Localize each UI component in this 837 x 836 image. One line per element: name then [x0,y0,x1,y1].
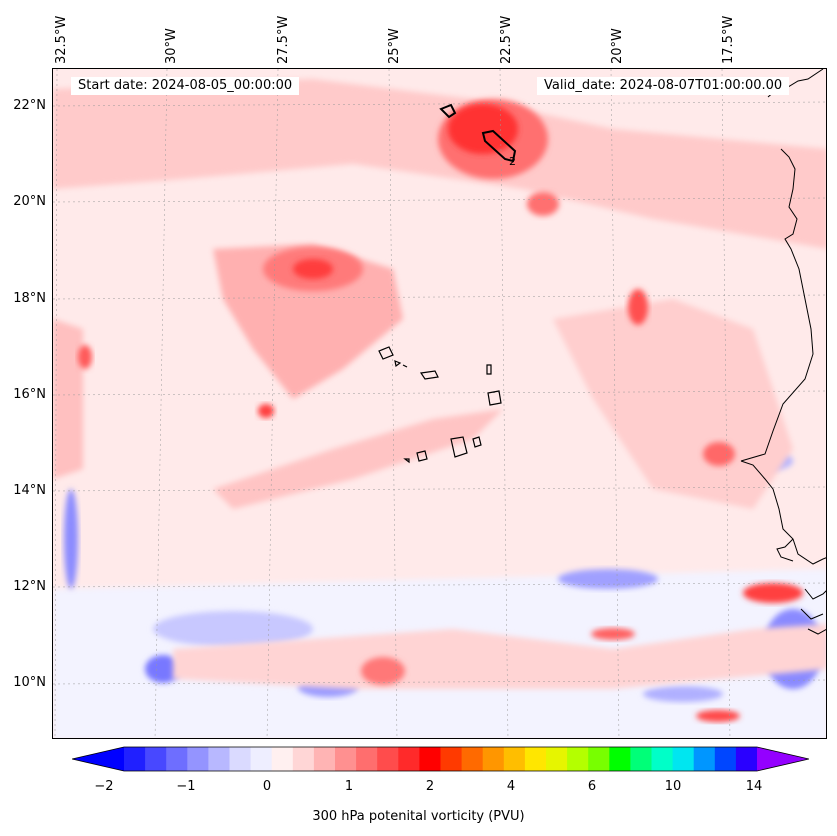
lat-label-12n: 12°N [13,579,46,594]
pv-spot [361,657,405,685]
colorbar-segment [124,747,146,771]
colorbar-segment [482,747,505,771]
island-santo-antao [378,346,394,360]
pv-contour-2 [481,129,517,163]
island-fogo [416,450,428,462]
colorbar-segment [356,747,378,771]
pv-maximum-north-core [448,104,518,154]
lat-label-18n: 18°N [13,291,46,306]
pv-band-north [53,79,826,249]
colorbar-segment [609,747,631,771]
island-sal [486,364,492,375]
colorbar [72,746,809,772]
contour-label: 2 [509,155,516,168]
pv-diagonal-band [213,409,503,509]
island-brava [403,458,410,464]
blue-patch [558,569,658,589]
colorbar-extend-min [72,747,124,771]
island-sao-nicolau [419,370,439,380]
colorbar-segment [313,747,336,771]
lon-label-22-5w: 22.5°W [499,15,514,64]
pv-spot [743,583,803,603]
colorbar-segment [419,747,442,771]
colorbar-tick: 2 [425,779,435,794]
colorbar-segment [440,747,463,771]
island-sao-vicente [394,360,402,368]
colorbar-segment [693,747,716,771]
lat-label-20n: 20°N [13,194,46,209]
lon-label-25w: 25°W [387,28,402,64]
colorbar-segment [630,747,653,771]
colorbar-outline [72,746,809,772]
colorbar-segment [567,747,589,771]
lon-label-30w: 30°W [164,28,179,64]
colorbar-tick: 1 [344,779,354,794]
colorbar-tick: 14 [745,779,763,794]
blue-patch [643,686,723,702]
lat-label-16n: 16°N [13,387,46,402]
blue-patch [145,655,181,683]
colorbar-tick: 6 [587,779,597,794]
blue-patch [153,611,313,647]
colorbar-tick: −2 [94,779,114,794]
colorbar-segment [651,747,674,771]
africa-coastline [740,69,826,635]
colorbar-segment [398,747,420,771]
island-santiago [450,436,468,458]
lat-label-14n: 14°N [13,483,46,498]
colorbar-tick: −1 [176,779,196,794]
pv-band-center [213,244,403,399]
colorbar-segment [503,747,526,771]
colorbar-segment [292,747,315,771]
lon-label-17-5w: 17.5°W [721,15,736,64]
colorbar-segment [250,747,273,771]
pv-maximum-18n-core [293,259,333,279]
colorbar-tick: 10 [664,779,682,794]
map-plot-area: 2 [52,68,827,739]
colorbar-segment [714,747,737,771]
island-boa-vista [487,390,502,406]
colorbar-segment [229,747,252,771]
pv-spot [628,289,648,325]
pv-band-south [173,624,826,689]
colorbar-segment [145,747,167,771]
colorbar-tick: 0 [262,779,272,794]
lon-label-27-5w: 27.5°W [276,15,291,64]
pv-band-west [53,319,83,479]
pv-spot [258,404,274,418]
valid-date-label: Valid_date: 2024-08-07T01:00:00.00 [537,77,790,95]
colorbar-segment [461,747,484,771]
pv-spot [696,710,740,722]
colorbar-segment [377,747,399,771]
blue-patch [64,489,78,589]
colorbar-segment [335,747,357,771]
lon-label-20w: 20°W [610,28,625,64]
pv-spot [527,192,559,216]
pv-spot [703,442,735,466]
colorbar-segment [208,747,231,771]
colorbar-segment [672,747,695,771]
pv-spot [591,628,635,640]
graticule [53,69,826,738]
pv-field-map: 2 [53,69,826,738]
colorbar-tick: 4 [506,779,516,794]
colorbar-segment [166,747,188,771]
colorbar-label: 300 hPa potenital vorticity (PVU) [312,809,525,824]
pv-contour-2 [439,103,457,119]
island-maio [472,436,482,448]
colorbar-segment [524,747,547,771]
pv-spot [78,345,92,369]
lon-label-32-5w: 32.5°W [54,15,69,64]
lat-label-10n: 10°N [13,675,46,690]
lat-label-22n: 22°N [13,98,46,113]
start-date-label: Start date: 2024-08-05_00:00:00 [71,77,300,95]
cape-verde-islands [378,346,502,464]
colorbar-segment [588,747,610,771]
colorbar-segment [271,747,294,771]
colorbar-extend-max [757,747,809,771]
colorbar-segment [546,747,568,771]
colorbar-segment [187,747,209,771]
colorbar-segment [735,747,758,771]
